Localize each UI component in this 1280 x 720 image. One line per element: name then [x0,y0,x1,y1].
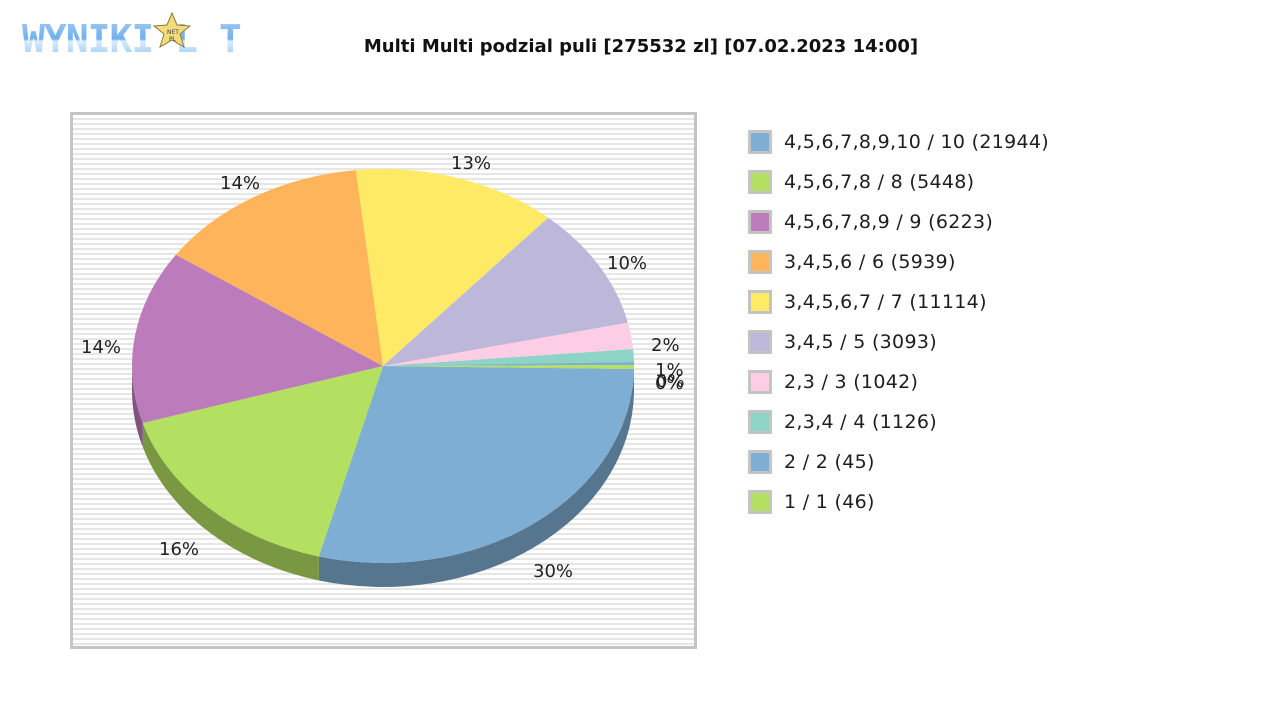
plot-area: 13% 14% 10% 14% 2% 1% 0% 0% 16% 30% [70,112,697,649]
svg-text:NET: NET [167,29,179,36]
pie-slice[interactable] [318,366,634,563]
legend-label: 4,5,6,7,8,9,10 / 10 (21944) [784,131,1050,153]
pie-percent-label: 0% [655,373,684,394]
legend-item: 2,3,4 / 4 (1126) [748,402,1049,442]
legend-swatch [748,370,772,394]
legend-label: 2,3,4 / 4 (1126) [784,411,937,433]
pie-slice[interactable] [383,349,634,366]
legend-label: 4,5,6,7,8,9 / 9 (6223) [784,211,994,233]
pie-slice[interactable] [383,322,634,366]
pie-percent-label: 2% [651,335,680,356]
pie-slice[interactable] [175,170,383,366]
svg-text:PL: PL [169,36,177,43]
legend-label: 2,3 / 3 (1042) [784,371,919,393]
logo-graphic: WYNIKI L TTO NET PL [22,11,286,61]
pie-percent-label: 10% [607,253,648,274]
pie-percent-label: 1% [655,360,684,381]
wyniki-lotto-logo[interactable]: WYNIKI L TTO NET PL [20,10,286,61]
legend-swatch [748,410,772,434]
legend-swatch [748,490,772,514]
pie-slice-side [142,423,319,581]
pie-slice[interactable] [142,366,383,557]
legend-swatch [748,450,772,474]
legend-swatch [748,210,772,234]
legend-item: 4,5,6,7,8 / 8 (5448) [748,162,1049,202]
legend-swatch [748,130,772,154]
legend-item: 4,5,6,7,8,9 / 9 (6223) [748,202,1049,242]
pie-percent-label: 30% [533,561,574,582]
legend-item: 2,3 / 3 (1042) [748,362,1049,402]
pie-percent-label: 16% [159,539,200,560]
pie-percent-label: 14% [81,337,122,358]
legend-swatch [748,170,772,194]
legend-item: 2 / 2 (45) [748,442,1049,482]
legend-item: 3,4,5,6,7 / 7 (11114) [748,282,1049,322]
legend-item: 1 / 1 (46) [748,482,1049,522]
legend-item: 3,4,5,6 / 6 (5939) [748,242,1049,282]
legend-item: 4,5,6,7,8,9,10 / 10 (21944) [748,122,1049,162]
legend-swatch [748,330,772,354]
pie-slice[interactable] [132,254,383,424]
pie-slice-side [318,368,634,587]
legend-item: 3,4,5 / 5 (3093) [748,322,1049,362]
legend-label: 3,4,5 / 5 (3093) [784,331,937,353]
pie-slice-side [132,366,143,448]
pie-percent-label: 0% [656,371,685,392]
pie-percent-label: 13% [451,153,492,174]
logo-star-icon [152,11,192,49]
legend-swatch [748,250,772,274]
pie-percent-label: 14% [220,173,261,194]
legend-label: 3,4,5,6 / 6 (5939) [784,251,956,273]
pie-slice[interactable] [383,365,634,369]
pie-chart [132,169,634,587]
legend: 4,5,6,7,8,9,10 / 10 (21944) 4,5,6,7,8 / 8… [748,122,1049,522]
legend-label: 4,5,6,7,8 / 8 (5448) [784,171,975,193]
legend-label: 3,4,5,6,7 / 7 (11114) [784,291,987,313]
legend-label: 2 / 2 (45) [784,451,875,473]
pie-slice[interactable] [355,169,549,366]
legend-label: 1 / 1 (46) [784,491,875,513]
pie-slice[interactable] [383,217,628,366]
chart-title: Multi Multi podzial puli [275532 zl] [07… [363,36,919,57]
pie-slice[interactable] [383,362,634,366]
logo-text: WYNIKI L TTO [22,17,242,60]
legend-swatch [748,290,772,314]
